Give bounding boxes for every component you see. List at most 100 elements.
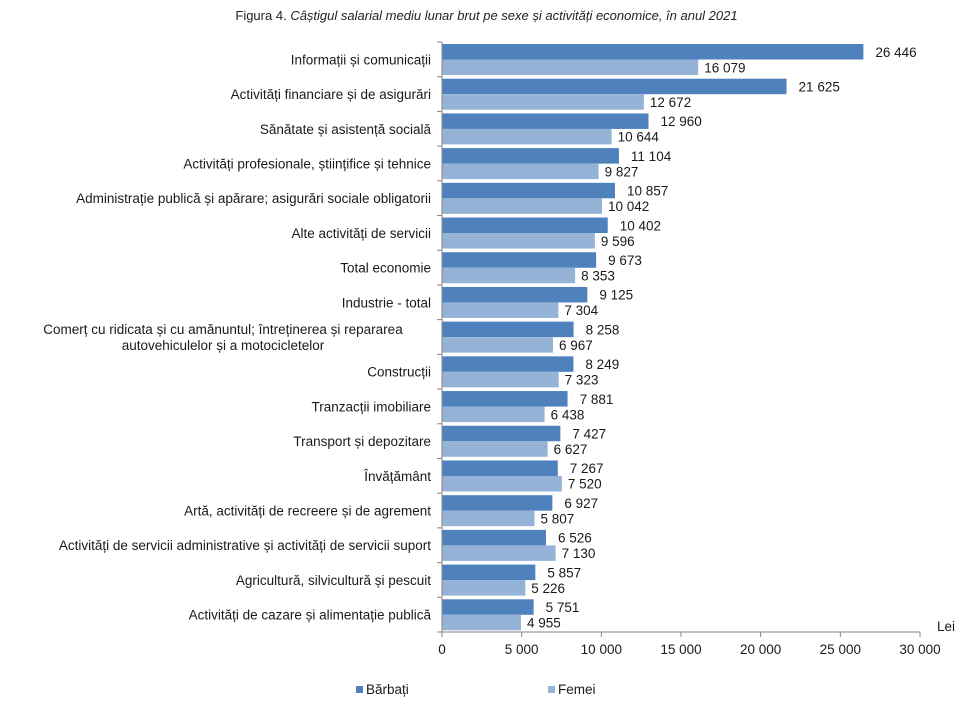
- bar-barbati: [442, 356, 574, 372]
- value-label-barbati: 9 125: [599, 288, 633, 303]
- value-label-femei: 9 827: [605, 164, 639, 179]
- category-label: Activități profesionale, științifice și …: [183, 156, 431, 171]
- bar-femei: [442, 59, 699, 75]
- x-axis-unit-label: Lei: [937, 619, 955, 634]
- category-label: Activități de servicii administrative și…: [59, 538, 431, 553]
- bar-barbati: [442, 391, 568, 407]
- x-tick-label: 15 000: [660, 642, 701, 657]
- bar-femei: [442, 510, 535, 527]
- legend-label-femei: Femei: [558, 682, 596, 697]
- bar-barbati: [442, 564, 536, 581]
- bar-femei: [442, 545, 556, 561]
- value-label-barbati: 7 267: [570, 461, 604, 476]
- bar-femei: [442, 198, 603, 214]
- value-label-barbati: 11 104: [631, 149, 672, 164]
- bar-femei: [442, 267, 576, 284]
- category-labels-group: Informații și comunicații Activități fina…: [43, 52, 431, 622]
- value-label-femei: 9 596: [601, 234, 635, 249]
- value-label-femei: 6 967: [559, 338, 593, 353]
- value-label-femei: 10 042: [608, 199, 649, 214]
- value-label-barbati: 5 857: [547, 565, 581, 580]
- value-label-barbati: 6 526: [558, 531, 592, 546]
- x-tick-label: 30 000: [899, 642, 940, 657]
- category-label: Total economie: [340, 261, 431, 276]
- bar-barbati: [442, 44, 864, 60]
- value-label-barbati: 8 258: [586, 322, 620, 337]
- bar-barbati: [442, 113, 649, 129]
- value-label-femei: 6 438: [551, 407, 585, 422]
- bar-femei: [442, 233, 595, 249]
- value-label-barbati: 10 857: [627, 184, 668, 199]
- bar-femei: [442, 475, 562, 492]
- value-label-barbati: 5 751: [546, 600, 580, 615]
- value-label-barbati: 12 960: [660, 114, 701, 129]
- bar-femei: [442, 94, 644, 110]
- bar-barbati: [442, 425, 561, 442]
- category-label: Activități financiare și de asigurări: [231, 87, 431, 102]
- category-label-line: autovehiculelor și a motocicletelor: [122, 338, 325, 353]
- bar-barbati: [442, 321, 574, 338]
- bar-femei: [442, 441, 548, 457]
- value-label-femei: 5 807: [541, 511, 575, 526]
- bar-barbati: [442, 252, 597, 268]
- value-label-barbati: 6 927: [564, 496, 598, 511]
- category-label: Administrație publică și apărare; asigur…: [76, 191, 431, 206]
- bar-femei: [442, 406, 545, 423]
- value-label-femei: 10 644: [618, 130, 660, 145]
- category-label: Alte activități de servicii: [291, 226, 431, 241]
- bar-barbati: [442, 182, 615, 199]
- bar-barbati: [442, 286, 588, 303]
- value-label-femei: 12 672: [650, 95, 691, 110]
- legend-label-barbati: Bărbați: [366, 682, 409, 697]
- value-label-barbati: 9 673: [608, 253, 642, 268]
- category-label: Activități de cazare și alimentație publ…: [189, 608, 432, 623]
- category-label: Sănătate și asistență socială: [260, 122, 432, 137]
- category-label: Comerț cu ridicata și cu amănuntul; într…: [43, 322, 403, 353]
- value-label-barbati: 21 625: [799, 79, 840, 94]
- value-label-femei: 6 627: [554, 442, 588, 457]
- value-label-barbati: 10 402: [620, 218, 661, 233]
- x-tick-label: 10 000: [581, 642, 622, 657]
- bar-femei: [442, 128, 612, 145]
- bar-barbati: [442, 217, 608, 234]
- bar-barbati: [442, 495, 553, 511]
- bar-femei: [442, 337, 554, 353]
- bar-barbati: [442, 460, 558, 476]
- bar-femei: [442, 580, 526, 596]
- bar-femei: [442, 614, 521, 631]
- value-label-femei: 7 520: [568, 477, 602, 492]
- category-label: Transport și depozitare: [293, 434, 431, 449]
- value-label-barbati: 26 446: [875, 45, 916, 60]
- value-label-barbati: 8 249: [585, 357, 619, 372]
- value-label-femei: 7 323: [565, 373, 599, 388]
- chart-title-text: Câștigul salarial mediu lunar brut pe se…: [290, 8, 738, 23]
- value-label-femei: 7 130: [562, 546, 596, 561]
- category-label: Agricultură, silvicultură și pescuit: [236, 573, 431, 588]
- x-tick-label: 25 000: [820, 642, 861, 657]
- value-label-barbati: 7 427: [572, 427, 606, 442]
- value-label-femei: 16 079: [704, 60, 745, 75]
- bar-barbati: [442, 529, 546, 546]
- category-label: Construcții: [367, 365, 431, 380]
- chart-title: Figura 4. Câștigul salarial mediu lunar …: [0, 8, 973, 23]
- bar-barbati: [442, 148, 619, 164]
- legend-swatch-barbati: [356, 686, 363, 693]
- category-label: Informații și comunicații: [291, 52, 431, 67]
- category-label-line: Comerț cu ridicata și cu amănuntul; într…: [43, 322, 403, 337]
- value-label-femei: 8 353: [581, 268, 615, 283]
- x-tick-label: 5 000: [505, 642, 539, 657]
- category-label: Industrie - total: [342, 295, 431, 310]
- category-label: Artă, activități de recreere și de agrem…: [184, 504, 431, 519]
- axes-group: 0 5 000 10 000 15 000 20 000 25 000 30 000 Lei: [437, 41, 955, 657]
- legend-swatch-femei: [548, 686, 555, 693]
- bar-femei: [442, 302, 559, 318]
- value-label-femei: 7 304: [564, 303, 598, 318]
- category-label: Învățământ: [363, 469, 431, 484]
- bars-group: [442, 44, 864, 631]
- chart-title-prefix: Figura 4.: [235, 8, 287, 23]
- bar-barbati: [442, 78, 787, 95]
- x-tick-label: 20 000: [740, 642, 781, 657]
- value-label-femei: 4 955: [527, 616, 561, 631]
